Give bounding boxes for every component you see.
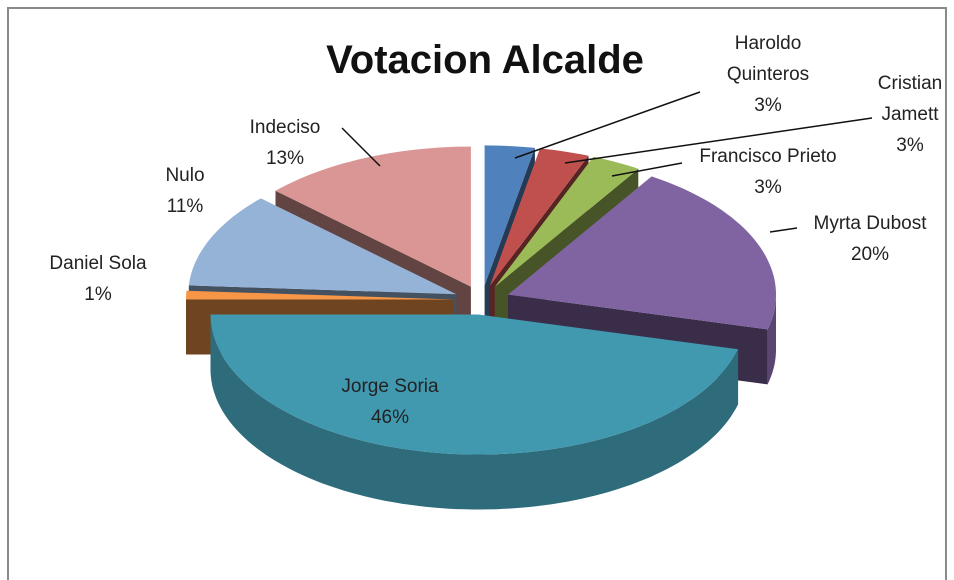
label-value: 3% (754, 177, 782, 198)
data-label: Daniel Sola 1% (23, 248, 173, 310)
chart-border (7, 7, 947, 580)
label-name: Daniel Sola (49, 253, 147, 274)
leader-line (769, 227, 798, 233)
data-label: Myrta Dubost 20% (785, 208, 954, 270)
leader-line (341, 127, 381, 167)
leader-line (611, 162, 683, 177)
slice (188, 198, 457, 295)
data-label: Haroldo Quinteros 3% (703, 28, 833, 121)
label-name: Francisco Prieto (699, 146, 837, 167)
slice-side (210, 314, 739, 510)
label-value: 3% (896, 135, 924, 156)
label-value: 11% (166, 196, 204, 217)
data-label: Jorge Soria 46% (305, 371, 475, 433)
data-label: Indeciso 13% (225, 112, 345, 174)
slice (186, 290, 454, 300)
slice (210, 314, 739, 455)
label-value: 3% (754, 95, 782, 116)
label-name: Nulo (165, 165, 205, 186)
leader-line (514, 91, 701, 159)
chart-title: Votacion Alcalde (326, 38, 644, 82)
label-value: 13% (265, 148, 305, 169)
slice (484, 145, 535, 286)
data-label: Francisco Prieto 3% (668, 141, 868, 203)
slice (494, 156, 639, 287)
label-value: 20% (850, 244, 890, 265)
slice-side (767, 294, 776, 385)
label-name: Haroldo Quinteros (726, 33, 810, 85)
slice (508, 176, 776, 330)
label-value: 1% (84, 284, 112, 305)
data-label: Nulo 11% (135, 160, 235, 222)
label-name: Cristian Jamett (877, 73, 943, 125)
slice (489, 148, 589, 286)
data-label: Cristian Jamett 3% (860, 68, 954, 161)
slice (275, 146, 471, 287)
leader-line (564, 117, 873, 164)
label-name: Jorge Soria (341, 376, 439, 397)
label-name: Myrta Dubost (813, 213, 927, 234)
label-value: 46% (370, 407, 410, 428)
label-name: Indeciso (249, 117, 321, 138)
